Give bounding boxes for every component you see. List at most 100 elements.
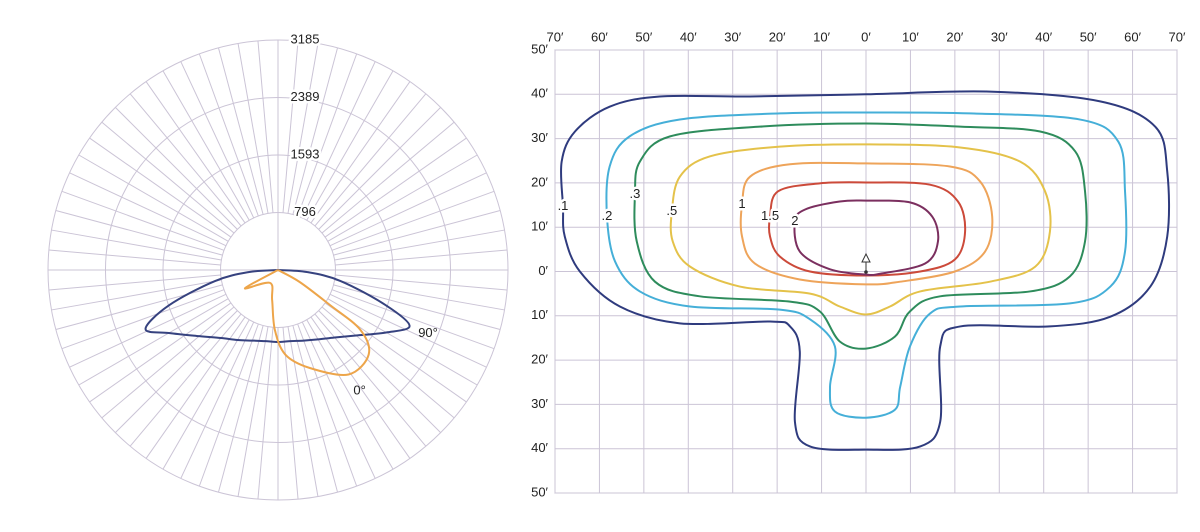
spoke-line bbox=[297, 53, 358, 217]
spoke-line bbox=[257, 327, 274, 500]
x-tick-label: 60′ bbox=[1124, 29, 1141, 44]
spoke-line bbox=[101, 121, 235, 234]
spoke-line bbox=[115, 107, 238, 230]
isoline-chart: 70′ 60′ 50′ 40′ 30′ 20′ 10′ 0′ 10′ 20′ 30′ 40′ 50′ 60… bbox=[531, 29, 1186, 499]
spoke-line bbox=[145, 81, 246, 224]
spoke-line bbox=[331, 289, 495, 350]
spoke-line bbox=[334, 279, 505, 311]
y-tick-label: 30′ bbox=[531, 396, 548, 411]
spoke-line bbox=[321, 306, 455, 419]
isoline-label: .2 bbox=[602, 208, 613, 223]
spoke-line bbox=[310, 81, 411, 224]
spoke-line bbox=[329, 172, 487, 247]
y-tick-label: 40′ bbox=[531, 86, 548, 101]
ring bbox=[220, 212, 336, 328]
spoke-line bbox=[301, 321, 376, 479]
spoke-line bbox=[55, 209, 223, 256]
y-tick-label: 0′ bbox=[538, 263, 548, 278]
spoke-line bbox=[282, 40, 299, 213]
spoke-line bbox=[89, 302, 232, 403]
fixture-arrow bbox=[861, 252, 871, 263]
spoke-line bbox=[335, 274, 508, 291]
polar-curve bbox=[243, 269, 371, 376]
spoke-line bbox=[287, 43, 319, 214]
polar-chart: 90° 0° 796 1593 2389 3185 bbox=[47, 29, 509, 501]
spoke-line bbox=[162, 70, 250, 221]
spoke-line bbox=[333, 209, 501, 256]
isoline-label: 1.5 bbox=[761, 208, 779, 223]
spoke-line bbox=[310, 316, 411, 459]
isoline-label: .5 bbox=[666, 203, 677, 218]
x-tick-label: 40′ bbox=[1035, 29, 1052, 44]
x-tick-label: 50′ bbox=[1080, 29, 1097, 44]
spoke-line bbox=[78, 298, 229, 386]
isoline-label: .3 bbox=[630, 186, 641, 201]
spoke-line bbox=[48, 249, 221, 266]
spoke-line bbox=[329, 293, 487, 368]
spoke-line bbox=[314, 313, 427, 447]
spoke-line bbox=[55, 284, 223, 331]
isoline-label: 2 bbox=[791, 213, 798, 228]
spoke-line bbox=[101, 306, 235, 419]
spoke-line bbox=[327, 298, 478, 386]
spoke-line bbox=[217, 47, 264, 215]
spoke-line bbox=[297, 323, 358, 487]
spoke-line bbox=[287, 326, 319, 497]
ring bbox=[104, 96, 452, 444]
isoline bbox=[793, 199, 940, 277]
spoke-line bbox=[69, 172, 227, 247]
spoke-line bbox=[324, 137, 467, 238]
spoke-line bbox=[51, 279, 222, 311]
ring bbox=[47, 39, 509, 501]
ring-label: 3185 bbox=[291, 31, 320, 46]
y-tick-label: 40′ bbox=[531, 440, 548, 455]
spoke-line bbox=[314, 93, 427, 227]
isoline bbox=[633, 122, 1088, 350]
spoke-line bbox=[301, 61, 376, 219]
ring-label: 2389 bbox=[291, 89, 320, 104]
spoke-line bbox=[51, 229, 222, 261]
spoke-line bbox=[237, 326, 269, 497]
spoke-line bbox=[257, 40, 274, 213]
spoke-line bbox=[198, 53, 259, 217]
spoke-line bbox=[129, 93, 242, 227]
y-tick-label: 10′ bbox=[531, 307, 548, 322]
series-label: 90° bbox=[418, 325, 438, 340]
isoline-label: 1 bbox=[738, 196, 745, 211]
x-tick-label: 70′ bbox=[547, 29, 564, 44]
ring-label: 1593 bbox=[291, 146, 320, 161]
x-tick-label: 0′ bbox=[861, 29, 871, 44]
x-tick-label: 60′ bbox=[591, 29, 608, 44]
spoke-line bbox=[48, 274, 221, 291]
y-tick-label: 50′ bbox=[531, 41, 548, 56]
spoke-line bbox=[335, 249, 508, 266]
y-tick-label: 30′ bbox=[531, 130, 548, 145]
spoke-line bbox=[180, 321, 255, 479]
spoke-line bbox=[217, 325, 264, 493]
spoke-line bbox=[162, 319, 250, 470]
x-tick-label: 40′ bbox=[680, 29, 697, 44]
isoline bbox=[605, 111, 1128, 419]
x-tick-label: 10′ bbox=[813, 29, 830, 44]
y-tick-label: 20′ bbox=[531, 174, 548, 189]
spoke-line bbox=[306, 70, 394, 221]
spoke-line bbox=[61, 289, 225, 350]
spoke-line bbox=[237, 43, 269, 214]
spoke-line bbox=[331, 190, 495, 251]
spoke-line bbox=[306, 319, 394, 470]
isoline bbox=[739, 161, 994, 286]
spoke-line bbox=[333, 284, 501, 331]
spoke-line bbox=[180, 61, 255, 219]
spoke-line bbox=[292, 325, 339, 493]
x-tick-label: 50′ bbox=[635, 29, 652, 44]
isoline-label: .1 bbox=[558, 198, 569, 213]
y-tick-label: 20′ bbox=[531, 352, 548, 367]
spoke-line bbox=[318, 107, 441, 230]
x-tick-label: 20′ bbox=[769, 29, 786, 44]
spoke-line bbox=[145, 316, 246, 459]
spoke-line bbox=[129, 313, 242, 447]
spoke-line bbox=[198, 323, 259, 487]
fixture-marker bbox=[861, 252, 871, 274]
x-tick-label: 10′ bbox=[902, 29, 919, 44]
